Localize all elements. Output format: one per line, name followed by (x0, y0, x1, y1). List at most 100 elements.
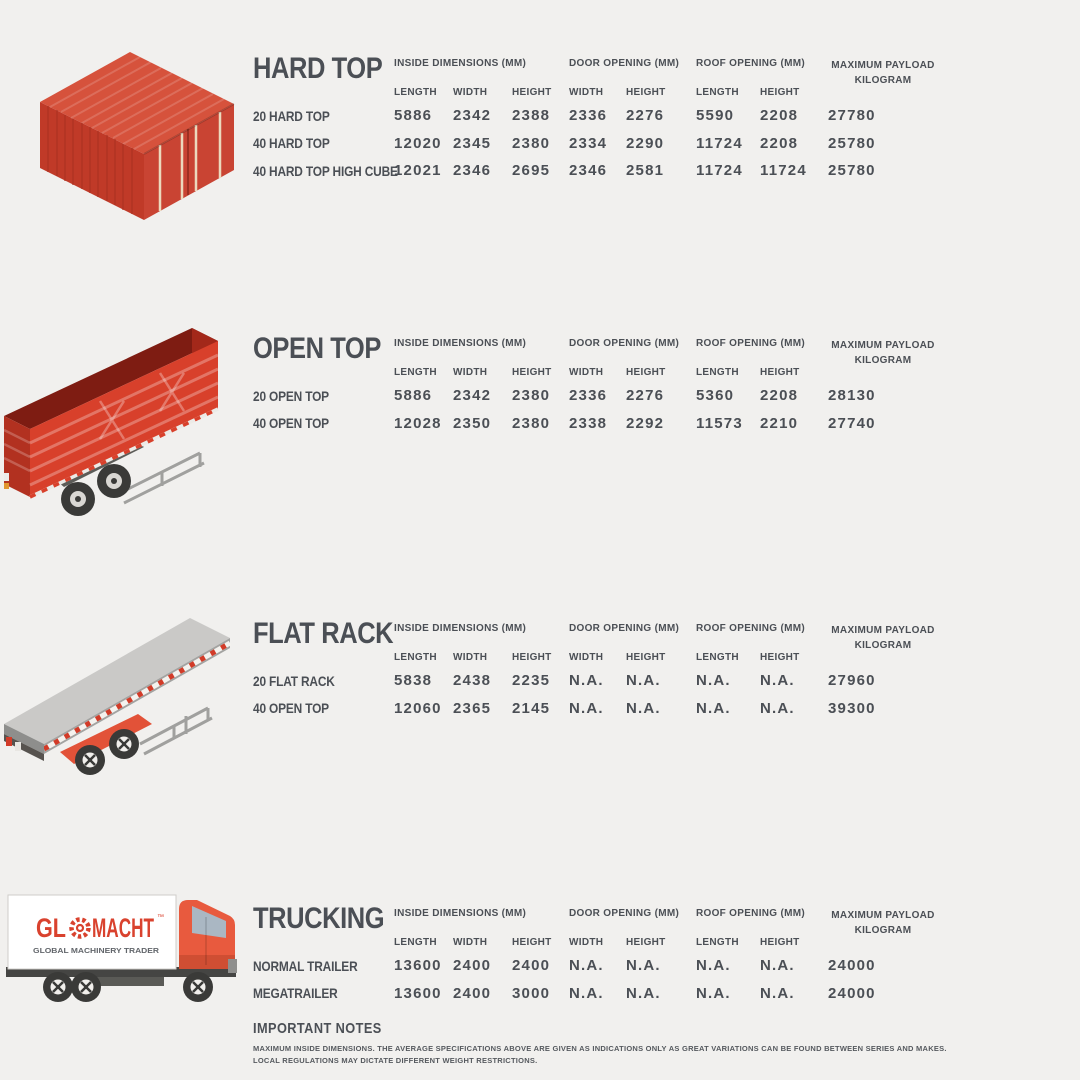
value-cell: 2342 (453, 107, 492, 125)
group-header-roof-opening: ROOF OPENING (MM) (696, 58, 805, 69)
notes-line-2: LOCAL REGULATIONS MAY DICTATE DIFFERENT … (253, 1056, 538, 1065)
hard-top-table: HARD TOP INSIDE DIMENSIONS (MM) DOOR OPENI… (253, 54, 938, 185)
front-bumper (228, 959, 237, 973)
section-title: FLAT RACK (253, 617, 394, 650)
hard-top-container-icon (40, 52, 235, 220)
flat-rack-table: FLAT RACK INSIDE DIMENSIONS (MM) DOOR OPEN… (253, 617, 938, 722)
row-label: 40 OPEN TOP (253, 415, 329, 432)
wheel (75, 745, 105, 775)
wheel (109, 729, 139, 759)
logo-tm: ™ (157, 914, 164, 921)
row-label: 40 OPEN TOP (253, 700, 329, 717)
tail-light-red (6, 737, 12, 746)
column-subheader: HEIGHT (626, 367, 666, 378)
trailer-interior (4, 328, 218, 429)
group-header-inside-dimensions: INSIDE DIMENSIONS (MM) (394, 338, 527, 349)
group-header-roof-opening: ROOF OPENING (MM) (696, 623, 805, 634)
value-cell: 2276 (626, 387, 665, 405)
value-cell: N.A. (760, 984, 795, 1002)
group-header-roof-opening: ROOF OPENING (MM) (696, 338, 805, 349)
flat-rack-illustration (0, 594, 246, 787)
value-cell: 12021 (394, 162, 442, 180)
value-cell: 5590 (696, 107, 735, 125)
value-cell: 39300 (828, 699, 876, 717)
group-header-roof-opening: ROOF OPENING (MM) (696, 908, 805, 919)
row-label: 20 HARD TOP (253, 107, 330, 124)
row-label: MEGATRAILER (253, 985, 338, 1002)
side-skirt (92, 977, 164, 986)
column-subheader: LENGTH (696, 937, 739, 948)
payload-header-line-2: KILOGRAM (854, 640, 912, 651)
deck-end-lip (4, 734, 44, 761)
value-cell: 13600 (394, 957, 442, 975)
value-cell: N.A. (696, 984, 731, 1002)
value-cell: N.A. (696, 672, 731, 690)
value-cell: 12020 (394, 134, 442, 152)
gear-icon (69, 917, 91, 939)
column-subheader: HEIGHT (626, 87, 666, 98)
group-header-inside-dimensions: INSIDE DIMENSIONS (MM) (394, 58, 527, 69)
deck-top (4, 618, 230, 744)
value-cell: 3000 (512, 984, 551, 1002)
value-cell: N.A. (569, 957, 604, 975)
important-notes: IMPORTANT NOTES MAXIMUM INSIDE DIMENSION… (253, 1020, 947, 1068)
column-subheader: HEIGHT (512, 87, 552, 98)
payload-header-line-2: KILOGRAM (854, 75, 912, 86)
value-cell: 5838 (394, 672, 433, 690)
row-label: NORMAL TRAILER (253, 957, 358, 974)
value-cell: 2342 (453, 387, 492, 405)
column-subheader: LENGTH (696, 87, 739, 98)
column-subheader: HEIGHT (626, 937, 666, 948)
open-top-table: OPEN TOP INSIDE DIMENSIONS (MM) DOOR OPENI… (253, 332, 938, 437)
value-cell: 2380 (512, 414, 551, 432)
side-ribbing (47, 106, 133, 214)
cab-skirt (179, 955, 235, 969)
column-subheader: WIDTH (569, 87, 604, 98)
side-braces (98, 372, 186, 440)
group-header-max-payload: MAXIMUM PAYLOAD KILOGRAM (828, 336, 938, 368)
hazard-stripe-base (42, 640, 232, 752)
value-cell: 2695 (512, 162, 551, 180)
value-cell: 2346 (453, 162, 492, 180)
value-cell: 27740 (828, 414, 876, 432)
group-header-door-opening: DOOR OPENING (MM) (569, 908, 680, 919)
value-cell: N.A. (626, 699, 661, 717)
row-label: 40 HARD TOP (253, 135, 330, 152)
group-header-inside-dimensions: INSIDE DIMENSIONS (MM) (394, 623, 527, 634)
logo-tagline: GLOBAL MACHINERY TRADER (33, 946, 160, 955)
value-cell: N.A. (696, 957, 731, 975)
value-cell: 12028 (394, 414, 442, 432)
row-label: 20 FLAT RACK (253, 672, 335, 689)
value-cell: 2345 (453, 134, 492, 152)
notes-line-1: MAXIMUM INSIDE DIMENSIONS. THE AVERAGE S… (253, 1044, 947, 1053)
payload-header-line-1: MAXIMUM PAYLOAD (831, 340, 935, 351)
landing-rails (119, 451, 205, 505)
value-cell: 11724 (760, 162, 807, 180)
group-header-inside-dimensions: INSIDE DIMENSIONS (MM) (394, 908, 527, 919)
value-cell: 27960 (828, 672, 876, 690)
flat-rack-trailer-icon (4, 618, 232, 775)
trailer-end-face (4, 416, 30, 497)
value-cell: 2334 (569, 134, 608, 152)
chassis (6, 967, 236, 977)
column-subheader: WIDTH (453, 367, 488, 378)
value-cell: 2208 (760, 134, 799, 152)
value-cell: 2380 (512, 387, 551, 405)
value-cell: 24000 (828, 957, 876, 975)
value-cell: N.A. (626, 957, 661, 975)
payload-header-line-2: KILOGRAM (854, 925, 912, 936)
column-subheader: HEIGHT (760, 937, 800, 948)
hard-top-container-illustration (30, 28, 242, 225)
group-header-door-opening: DOOR OPENING (MM) (569, 623, 680, 634)
wheel (97, 464, 131, 498)
section-title: OPEN TOP (253, 332, 381, 365)
tail-light-amber (4, 483, 9, 489)
value-cell: 2338 (569, 414, 608, 432)
wheel (71, 972, 101, 1002)
group-header-max-payload: MAXIMUM PAYLOAD KILOGRAM (828, 621, 938, 653)
value-cell: 11573 (696, 414, 743, 432)
wheel (43, 972, 73, 1002)
column-subheader: LENGTH (696, 367, 739, 378)
value-cell: 25780 (828, 162, 876, 180)
glomacht-truck-illustration: GL MACHT ™ GLOBAL MACHINERY TRADER (0, 885, 245, 1025)
